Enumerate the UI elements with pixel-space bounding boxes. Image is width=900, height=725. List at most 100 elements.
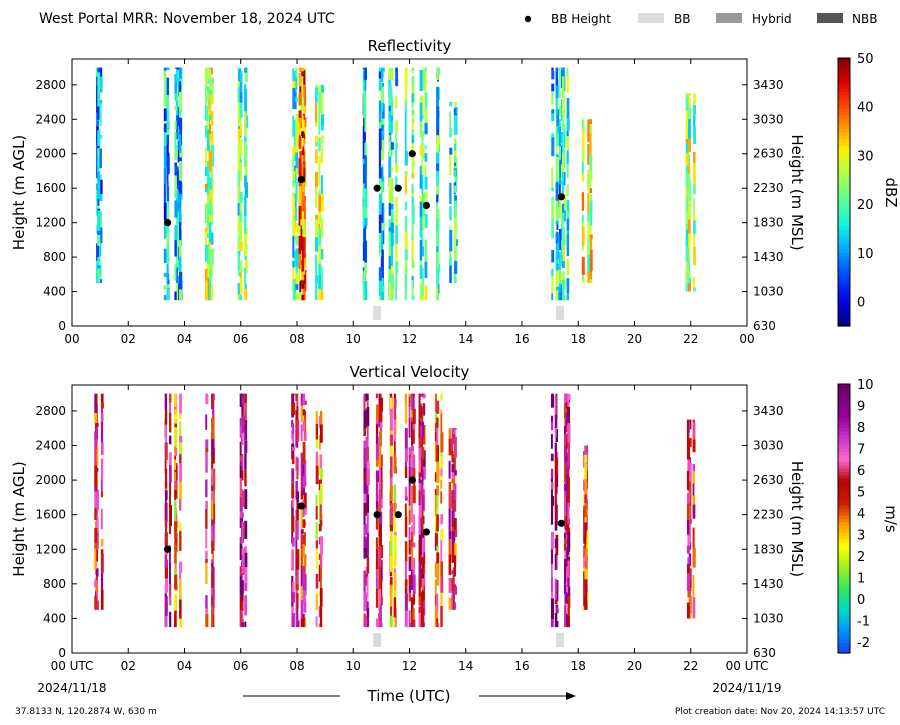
- reflectivity-echo-segment: [388, 135, 391, 151]
- velocity-colorbar-band: [838, 538, 850, 543]
- reflectivity-echo-segment: [378, 100, 382, 116]
- reflectivity-colorbar-band: [838, 309, 850, 314]
- reflectivity-echo-segment: [295, 207, 298, 221]
- reflectivity-echo-segment: [97, 234, 101, 246]
- velocity-echo-segment: [239, 537, 243, 544]
- velocity-echo-segment: [296, 475, 299, 480]
- reflectivity-echo-segment: [301, 131, 305, 138]
- reflectivity-echo-segment: [210, 111, 214, 126]
- reflectivity-echo-segment: [295, 168, 299, 175]
- reflectivity-echo-segment: [292, 180, 295, 188]
- reflectivity-echo-segment: [587, 121, 590, 143]
- reflectivity-echo-segment: [395, 67, 398, 73]
- velocity-echo-segment: [211, 540, 214, 554]
- velocity-echo-segment: [363, 592, 367, 612]
- reflectivity-echo-segment: [364, 95, 367, 118]
- velocity-echo-segment: [95, 600, 99, 610]
- reflectivity-echo-segment: [174, 165, 178, 172]
- velocity-echo-segment: [390, 531, 393, 541]
- reflectivity-echo-segment: [210, 248, 214, 265]
- reflectivity-echo-segment: [688, 283, 692, 292]
- reflectivity-echo-segment: [411, 261, 415, 269]
- reflectivity-echo-segment: [208, 94, 212, 115]
- velocity-echo-segment: [379, 560, 383, 582]
- reflectivity-colorbar-band: [838, 74, 850, 79]
- reflectivity-echo-segment: [436, 148, 439, 153]
- velocity-echo-segment: [451, 518, 454, 528]
- velocity-echo-segment: [375, 508, 379, 530]
- velocity-echo-segment: [564, 547, 567, 565]
- reflectivity-echo-segment: [561, 115, 565, 130]
- reflectivity-echo-segment: [299, 229, 303, 235]
- velocity-echo-segment: [393, 597, 397, 618]
- reflectivity-echo-segment: [97, 230, 100, 235]
- reflectivity-echo-segment: [551, 137, 555, 157]
- velocity-colorbar-band: [838, 400, 850, 405]
- reflectivity-echo-segment: [244, 136, 247, 142]
- reflectivity-colorbar-band: [838, 259, 850, 263]
- velocity-echo-segment: [434, 412, 438, 417]
- reflectivity-colorbar-band: [838, 175, 850, 180]
- reflectivity-echo-segment: [99, 279, 103, 283]
- reflectivity-echo-segment: [559, 159, 562, 179]
- reflectivity-echo-segment: [556, 140, 559, 147]
- velocity-echo-segment: [686, 519, 690, 535]
- reflectivity-echo-segment: [166, 67, 170, 70]
- velocity-echo-segment: [422, 515, 425, 524]
- reflectivity-echo-segment: [315, 219, 319, 237]
- reflectivity-colorbar-tick-label: 0: [857, 296, 865, 311]
- reflectivity-echo-segment: [380, 125, 384, 131]
- reflectivity-echo-segment: [685, 197, 688, 215]
- velocity-echo-segment: [688, 419, 692, 430]
- velocity-echo-segment: [100, 393, 104, 403]
- reflectivity-echo-segment: [301, 294, 305, 301]
- velocity-echo-segment: [418, 403, 422, 419]
- reflectivity-echo-segment: [244, 89, 248, 112]
- velocity-echo-segment: [440, 514, 444, 525]
- reflectivity-echo-segment: [589, 279, 593, 283]
- velocity-echo-segment: [169, 452, 172, 465]
- reflectivity-echo-segment: [301, 76, 304, 97]
- velocity-echo-segment: [211, 487, 214, 492]
- velocity-echo-segment: [393, 534, 397, 558]
- reflectivity-echo-segment: [587, 119, 590, 122]
- velocity-echo-segment: [241, 622, 244, 628]
- velocity-echo-segment: [686, 493, 690, 504]
- velocity-y2-tick-label: 630: [753, 646, 776, 660]
- velocity-echo-segment: [241, 574, 243, 580]
- velocity-echo-segment: [393, 406, 397, 420]
- velocity-echo-segment: [554, 578, 557, 601]
- velocity-echo-segment: [179, 522, 182, 531]
- velocity-echo-segment: [205, 595, 208, 609]
- velocity-echo-segment: [300, 549, 304, 566]
- velocity-echo-segment: [418, 477, 421, 484]
- velocity-echo-segment: [418, 579, 421, 597]
- velocity-echo-segment: [302, 573, 306, 591]
- velocity-echo-segment: [100, 491, 104, 498]
- reflectivity-colorbar-band: [838, 155, 850, 160]
- reflectivity-echo-segment: [318, 190, 321, 195]
- velocity-colorbar-band: [838, 629, 850, 634]
- reflectivity-echo-segment: [589, 172, 593, 181]
- velocity-x-tick-label: 02: [121, 659, 136, 673]
- velocity-echo-segment: [584, 478, 587, 483]
- velocity-echo-segment: [422, 585, 425, 602]
- velocity-echo-segment: [410, 433, 414, 446]
- reflectivity-echo-column: [404, 67, 415, 301]
- velocity-echo-segment: [179, 618, 183, 628]
- reflectivity-echo-segment: [395, 163, 399, 173]
- reflectivity-colorbar-band: [838, 108, 850, 113]
- velocity-echo-segment: [174, 569, 178, 575]
- velocity-echo-segment: [408, 505, 411, 510]
- velocity-echo-segment: [390, 587, 393, 607]
- reflectivity-echo-segment: [688, 163, 691, 175]
- reflectivity-echo-segment: [436, 194, 439, 203]
- velocity-echo-segment: [412, 485, 416, 504]
- velocity-y-tick-label: 2000: [35, 473, 66, 487]
- reflectivity-echo-segment: [390, 222, 394, 234]
- reflectivity-echo-segment: [566, 130, 569, 137]
- reflectivity-echo-segment: [237, 186, 241, 203]
- reflectivity-echo-segment: [320, 193, 324, 213]
- reflectivity-echo-segment: [551, 268, 554, 277]
- reflectivity-echo-segment: [298, 253, 301, 270]
